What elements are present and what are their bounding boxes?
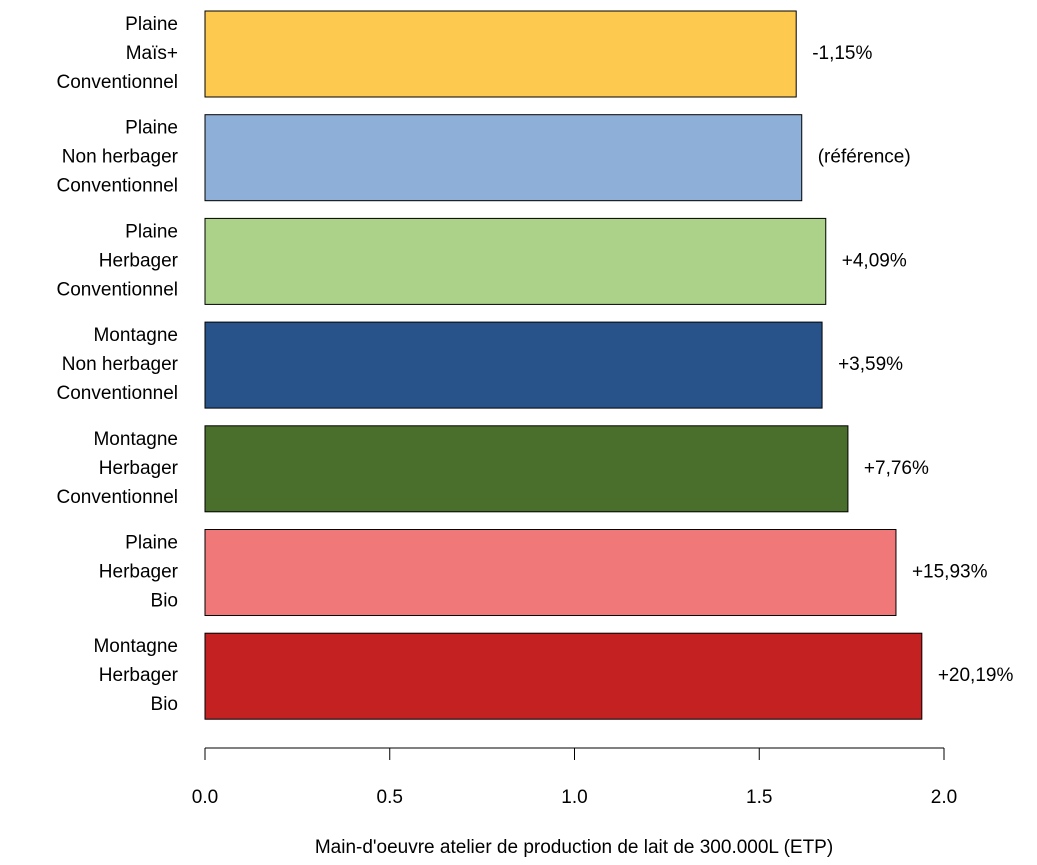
y-tick-label: Montagne xyxy=(93,636,178,657)
y-tick-label: Non herbager xyxy=(62,147,179,168)
bar xyxy=(204,114,803,202)
y-tick-label: Plaine xyxy=(125,533,178,554)
bar xyxy=(204,321,823,409)
bar-annotation: -1,15% xyxy=(812,43,872,64)
bar-annotation: +4,09% xyxy=(842,250,907,271)
y-tick-label: Conventionnel xyxy=(57,487,178,508)
bar-annotation: +15,93% xyxy=(912,562,988,583)
y-tick-label: Herbager xyxy=(99,458,179,479)
y-tick-label: Montagne xyxy=(93,429,178,450)
y-tick-label: Herbager xyxy=(99,562,179,583)
y-tick-label: Herbager xyxy=(99,665,179,686)
bar-annotation: (référence) xyxy=(818,147,911,168)
y-tick-label: Plaine xyxy=(125,118,178,139)
y-tick-label: Bio xyxy=(151,591,178,612)
y-tick-label: Non herbager xyxy=(62,354,179,375)
y-tick-label: Bio xyxy=(151,694,178,715)
y-tick-label: Plaine xyxy=(125,221,178,242)
x-tick-label: 1.5 xyxy=(746,787,772,808)
x-tick-label: 2.0 xyxy=(931,787,957,808)
x-tick-label: 0.0 xyxy=(192,787,218,808)
bar-annotation: +20,19% xyxy=(938,665,1014,686)
bar-annotation: +3,59% xyxy=(838,354,903,375)
y-tick-label: Plaine xyxy=(125,14,178,35)
y-tick-label: Conventionnel xyxy=(57,383,178,404)
y-tick-label: Maïs+ xyxy=(126,43,178,64)
bar xyxy=(204,217,827,305)
bar xyxy=(204,632,923,720)
x-tick-label: 1.0 xyxy=(561,787,587,808)
bar xyxy=(204,425,849,513)
y-tick-label: Herbager xyxy=(99,250,179,271)
bar xyxy=(204,10,797,98)
y-tick-label: Conventionnel xyxy=(57,176,178,197)
y-tick-label: Conventionnel xyxy=(57,72,178,93)
y-tick-label: Conventionnel xyxy=(57,279,178,300)
x-axis-label: Main-d'oeuvre atelier de production de l… xyxy=(315,837,833,858)
bar xyxy=(204,529,897,616)
y-tick-label: Montagne xyxy=(93,325,178,346)
bar-annotation: +7,76% xyxy=(864,458,929,479)
x-tick-label: 0.5 xyxy=(377,787,403,808)
